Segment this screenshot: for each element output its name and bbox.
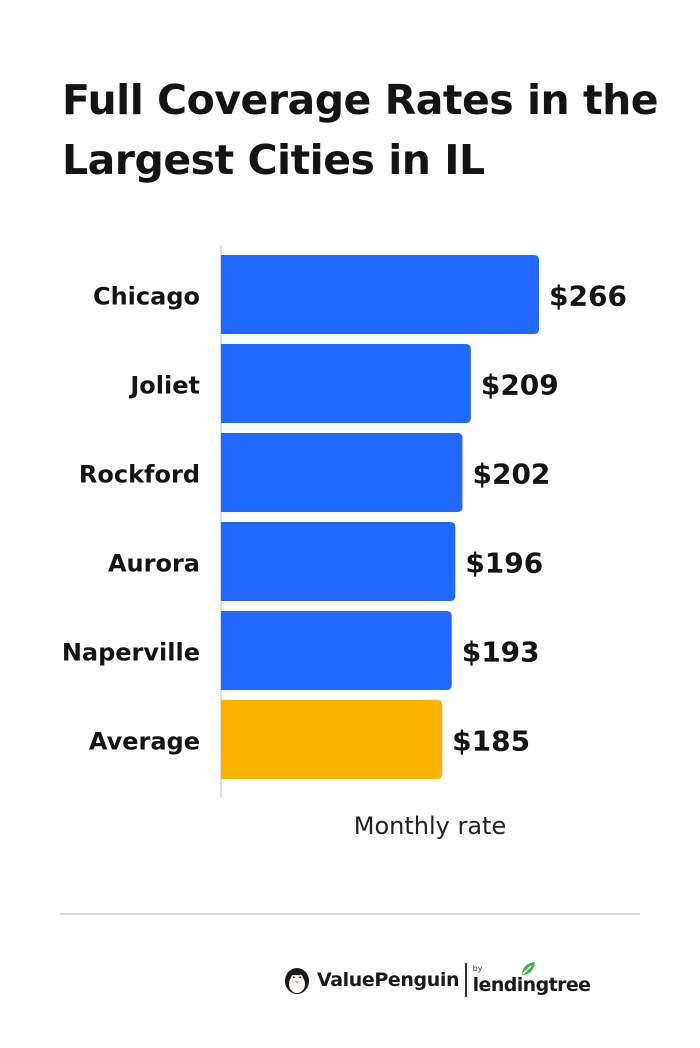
value-label: $193 xyxy=(462,636,540,669)
category-label: Average xyxy=(89,728,200,756)
partner-name: lendingtree xyxy=(472,973,591,996)
value-label: $185 xyxy=(452,725,530,758)
category-label: Naperville xyxy=(62,639,200,667)
by-text: by xyxy=(472,963,483,973)
partner-block: by lendingtree xyxy=(472,961,591,996)
category-label: Rockford xyxy=(79,461,200,489)
category-label: Chicago xyxy=(93,283,200,311)
bar-joliet xyxy=(221,344,471,423)
logo-separator xyxy=(465,963,467,997)
value-label: $196 xyxy=(465,547,543,580)
penguin-icon xyxy=(285,968,309,994)
bar-chicago xyxy=(221,255,539,334)
bar-naperville xyxy=(221,611,452,690)
chart-title: Full Coverage Rates in the Largest Citie… xyxy=(62,76,659,184)
brand-name: ValuePenguin xyxy=(317,969,460,991)
leaf-icon xyxy=(521,961,535,975)
x-axis-title: Monthly rate xyxy=(354,812,506,840)
value-label: $209 xyxy=(481,369,559,402)
bar-aurora xyxy=(221,522,456,601)
valuepenguin-lendingtree-logo: ValuePenguin by lendingtree xyxy=(283,958,591,1002)
value-label: $266 xyxy=(549,280,627,313)
divider xyxy=(60,913,640,915)
category-label: Aurora xyxy=(108,550,200,578)
value-label: $202 xyxy=(472,458,550,491)
bar-rockford xyxy=(221,433,463,512)
category-label: Joliet xyxy=(128,372,200,400)
bar-average xyxy=(221,700,443,779)
